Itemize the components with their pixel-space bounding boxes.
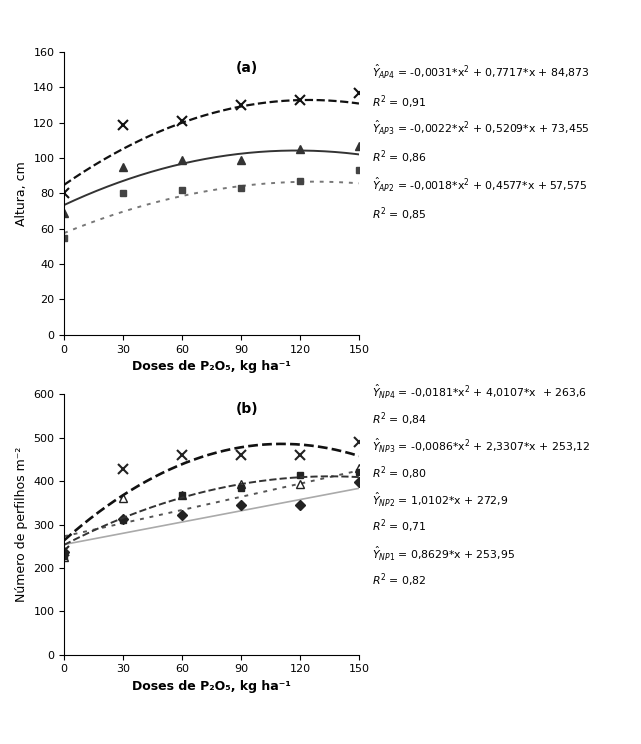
Text: $\hat{Y}_{NP2}$ = 1,0102*x + 272,9: $\hat{Y}_{NP2}$ = 1,0102*x + 272,9 [372,491,508,509]
Text: (a): (a) [236,60,258,74]
X-axis label: Doses de P₂O₅, kg ha⁻¹: Doses de P₂O₅, kg ha⁻¹ [132,360,291,373]
X-axis label: Doses de P₂O₅, kg ha⁻¹: Doses de P₂O₅, kg ha⁻¹ [132,680,291,693]
Legend: 2º coleta, 3º coleta, 4º coleta: 2º coleta, 3º coleta, 4º coleta [69,430,271,449]
Text: $\hat{Y}_{NP3}$ = -0,0086*x$^{2}$ + 2,3307*x + 253,12: $\hat{Y}_{NP3}$ = -0,0086*x$^{2}$ + 2,33… [372,437,590,455]
Text: $\hat{Y}_{AP2}$ = -0,0018*x$^{2}$ + 0,4577*x + 57,575: $\hat{Y}_{AP2}$ = -0,0018*x$^{2}$ + 0,45… [372,176,587,193]
Text: $\hat{Y}_{NP1}$ = 0,8629*x + 253,95: $\hat{Y}_{NP1}$ = 0,8629*x + 253,95 [372,545,515,562]
Text: $\hat{Y}_{AP4}$ = -0,0031*x$^{2}$ + 0,7717*x + 84,873: $\hat{Y}_{AP4}$ = -0,0031*x$^{2}$ + 0,77… [372,63,590,81]
Text: $R^{2}$ = 0,86: $R^{2}$ = 0,86 [372,149,427,167]
Text: (b): (b) [236,402,258,416]
Text: $R^{2}$ = 0,82: $R^{2}$ = 0,82 [372,571,426,589]
Y-axis label: Número de perfilhos m⁻²: Número de perfilhos m⁻² [15,447,28,602]
Text: $R^{2}$ = 0,85: $R^{2}$ = 0,85 [372,205,426,223]
Text: $R^{2}$ = 0,91: $R^{2}$ = 0,91 [372,93,426,111]
Text: $\hat{Y}_{NP4}$ = -0,0181*x$^{2}$ + 4,0107*x  + 263,6: $\hat{Y}_{NP4}$ = -0,0181*x$^{2}$ + 4,01… [372,383,587,401]
Text: $R^{2}$ = 0,80: $R^{2}$ = 0,80 [372,464,427,482]
Y-axis label: Altura, cm: Altura, cm [15,161,28,226]
Text: $\hat{Y}_{AP3}$ = -0,0022*x$^{2}$ + 0,5209*x + 73,455: $\hat{Y}_{AP3}$ = -0,0022*x$^{2}$ + 0,52… [372,119,590,137]
Text: $R^{2}$ = 0,71: $R^{2}$ = 0,71 [372,518,426,536]
Text: $R^{2}$ = 0,84: $R^{2}$ = 0,84 [372,411,427,429]
